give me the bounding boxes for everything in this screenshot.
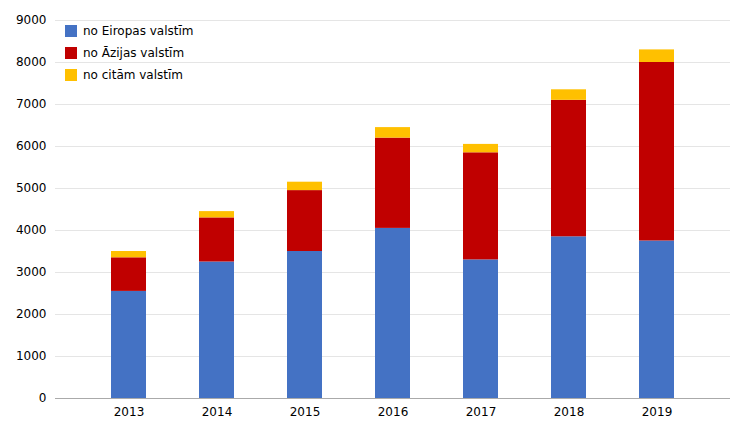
svg-text:2015: 2015	[290, 405, 321, 419]
svg-text:3000: 3000	[16, 265, 47, 279]
svg-text:2017: 2017	[466, 405, 497, 419]
svg-text:1000: 1000	[16, 349, 47, 363]
svg-text:2013: 2013	[114, 405, 145, 419]
html-text:no Eiropas valstīm: no Eiropas valstīm	[83, 24, 194, 38]
svg-text:2000: 2000	[16, 307, 47, 321]
svg-text:0: 0	[39, 391, 47, 405]
svg-text:6000: 6000	[16, 139, 47, 153]
svg-text:8000: 8000	[16, 55, 47, 69]
svg-text:2019: 2019	[642, 405, 673, 419]
svg-text:7000: 7000	[16, 97, 47, 111]
html-text:no citām valstīm: no citām valstīm	[83, 68, 183, 82]
svg-text:5000: 5000	[16, 181, 47, 195]
svg-text:9000: 9000	[16, 13, 47, 27]
svg-text:4000: 4000	[16, 223, 47, 237]
svg-text:2016: 2016	[378, 405, 409, 419]
svg-text:2018: 2018	[554, 405, 585, 419]
html-text:no Āzijas valstīm: no Āzijas valstīm	[83, 46, 185, 60]
svg-text:2014: 2014	[202, 405, 233, 419]
